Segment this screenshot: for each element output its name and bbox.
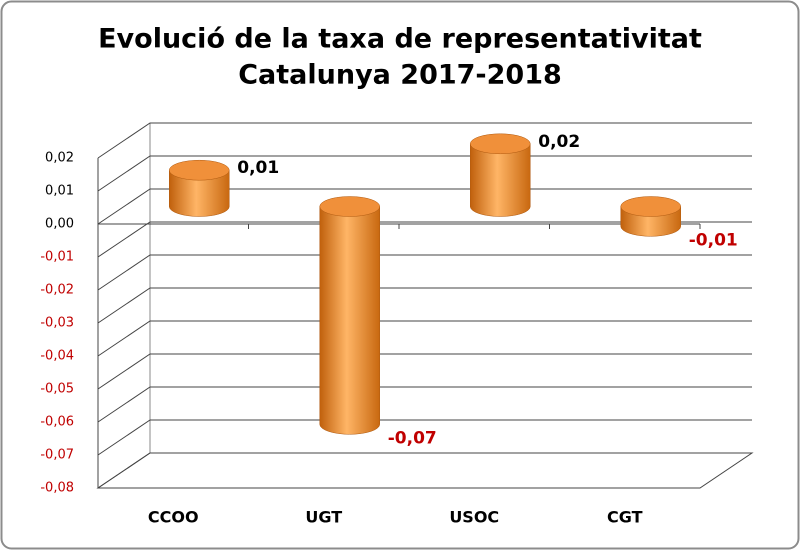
bar	[319, 196, 380, 435]
chart-subtitle: Catalunya 2017-2018	[238, 60, 562, 91]
grid-line	[97, 122, 752, 159]
y-tick-label: 0,00	[45, 217, 74, 232]
x-tick-label: UGT	[305, 508, 342, 527]
bar-top	[319, 196, 380, 217]
bar-top	[169, 159, 230, 181]
y-tick-label: -0,07	[40, 448, 74, 463]
bar-body	[319, 206, 380, 435]
chart-title: Evolució de la taxa de representativitat	[98, 24, 702, 55]
y-tick-label: -0,08	[40, 481, 74, 496]
value-label: -0,07	[388, 428, 437, 448]
grid-line	[97, 221, 752, 258]
grid-line	[97, 419, 752, 456]
bar	[169, 159, 230, 217]
grid-line	[97, 320, 752, 357]
bar	[620, 196, 681, 237]
bar-top	[620, 196, 681, 217]
grid-line	[97, 386, 752, 423]
bar-top	[470, 133, 531, 155]
bar	[470, 133, 531, 217]
bar-body	[169, 169, 230, 217]
value-label: 0,02	[538, 132, 580, 152]
bar-body	[470, 143, 531, 217]
value-label: -0,01	[689, 230, 738, 250]
y-tick-label: -0,05	[40, 382, 74, 397]
x-tick-label: CCOO	[148, 508, 199, 527]
grid-line	[97, 452, 752, 489]
y-tick-label: -0,04	[40, 349, 74, 364]
grid-line	[97, 188, 752, 225]
y-tick-label: -0,02	[40, 283, 74, 298]
y-tick-label: -0,03	[40, 316, 74, 331]
grid-line	[97, 353, 752, 390]
y-tick-label: -0,06	[40, 415, 74, 430]
grid-line	[97, 287, 752, 324]
grid-line	[97, 254, 752, 291]
y-tick-label: -0,01	[40, 250, 74, 265]
value-label: 0,01	[237, 158, 279, 178]
x-tick-label: USOC	[449, 508, 499, 527]
y-tick-label: 0,02	[45, 151, 74, 166]
grid-line	[97, 155, 752, 192]
x-tick-label: CGT	[607, 508, 643, 527]
y-tick-label: 0,01	[45, 184, 74, 199]
